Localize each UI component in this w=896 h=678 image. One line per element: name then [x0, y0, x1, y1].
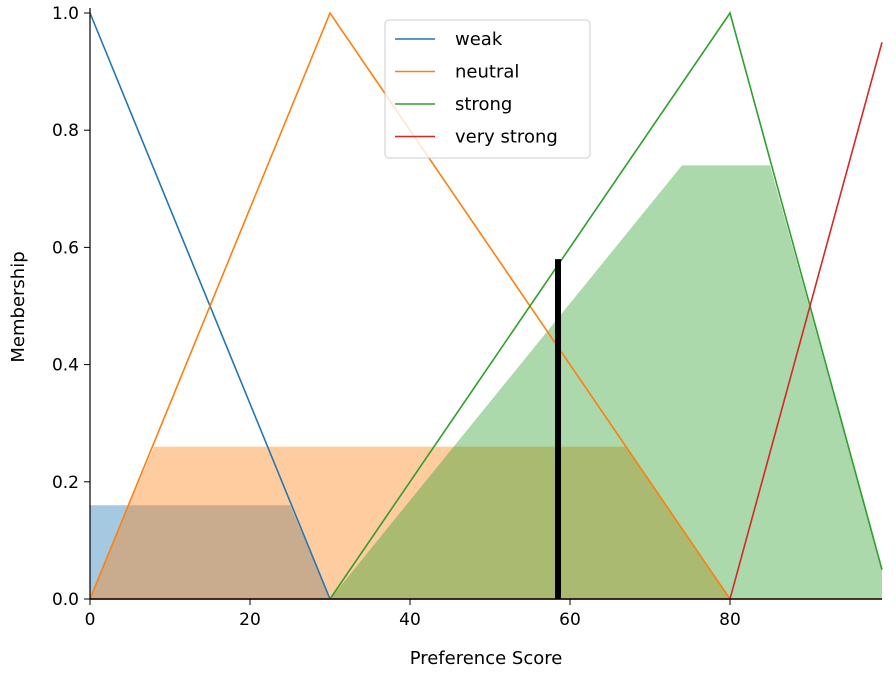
x-tick-label: 40 [399, 610, 421, 630]
legend-box [384, 19, 591, 159]
fill-neutral [90, 446, 882, 599]
legend-label-weak: weak [455, 29, 503, 50]
y-tick-label: 0.4 [52, 356, 79, 376]
y-tick-label: 0.8 [52, 121, 79, 141]
y-tick-label: 1.0 [52, 4, 79, 24]
x-tick-label: 60 [559, 610, 581, 630]
fill-strong [90, 165, 882, 600]
x-axis-label: Preference Score [410, 648, 563, 669]
y-tick-label: 0.2 [52, 473, 79, 493]
axes: 0 20 40 60 80 0.0 0.2 0.4 0.6 0.8 1.0 [52, 4, 882, 630]
legend: weak neutral strong very strong [384, 19, 591, 159]
legend-label-strong: strong [455, 94, 512, 115]
activation-fills [90, 165, 882, 600]
legend-label-neutral: neutral [455, 62, 519, 83]
y-axis-label: Membership [8, 251, 29, 362]
x-tick-label: 20 [239, 610, 261, 630]
y-tick-label: 0.0 [52, 590, 79, 610]
fill-weak [90, 505, 882, 599]
x-tick-label: 80 [719, 610, 741, 630]
x-tick-label: 0 [85, 610, 96, 630]
y-tick-label: 0.6 [52, 238, 79, 258]
legend-label-very-strong: very strong [455, 127, 558, 148]
